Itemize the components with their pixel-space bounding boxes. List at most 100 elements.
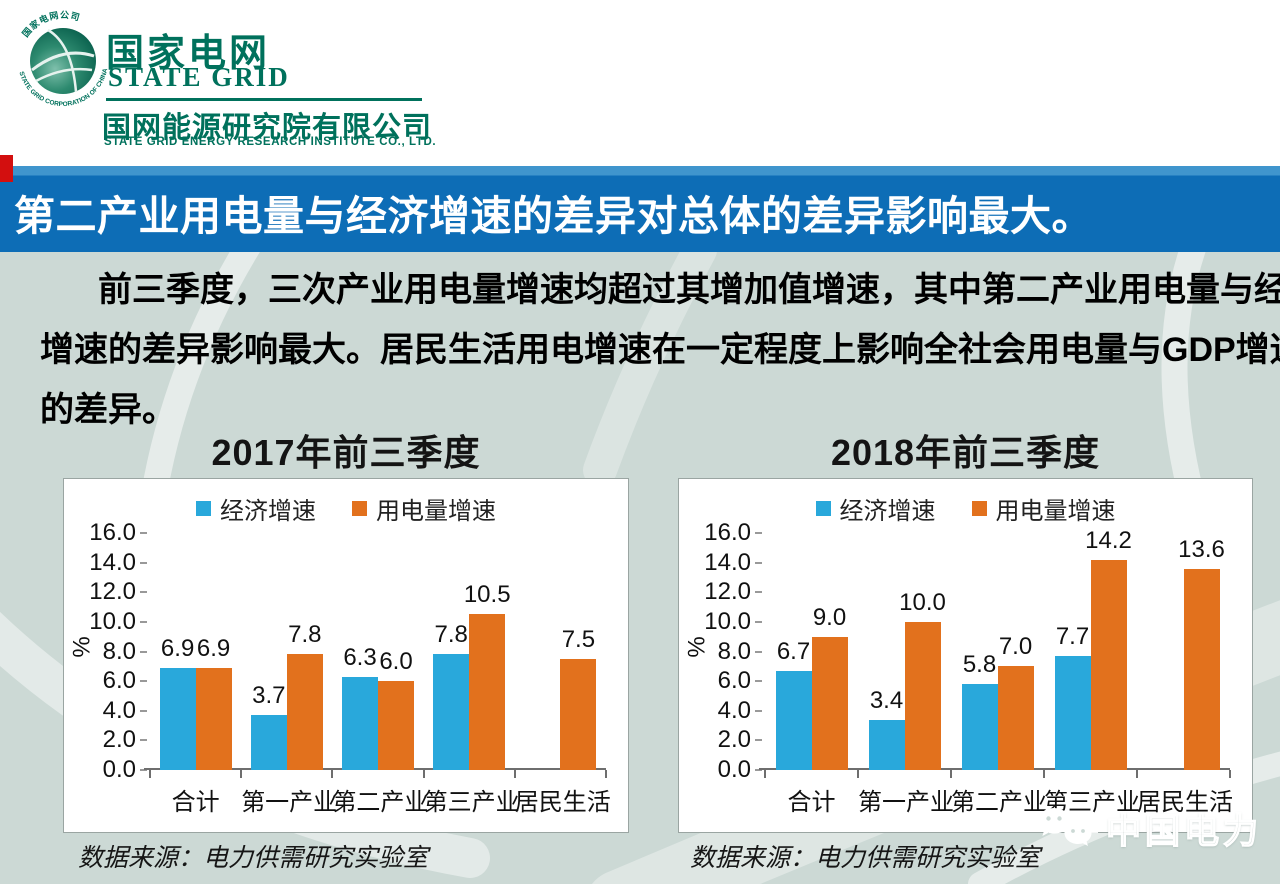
y-tick-mark: [140, 739, 147, 742]
legend-item: 经济增速: [196, 491, 316, 526]
bar-用电量增速-第一产业: [286, 654, 323, 770]
bar-value-label: 10.5: [463, 581, 511, 609]
y-tick-mark: [755, 532, 762, 534]
y-tick-mark: [755, 591, 762, 594]
body-line-1: 前三季度，三次产业用电量增速均超过其增加值增速，其中第二产业用电量与经济: [98, 271, 1280, 309]
x-category-label: 第二产业: [332, 789, 429, 816]
y-tick-mark: [140, 680, 147, 683]
y-tick-label: 12.0: [89, 578, 136, 606]
y-tick-label: 14.0: [704, 548, 751, 576]
y-tick-mark: [755, 650, 762, 653]
legend-swatch-icon: [352, 501, 367, 516]
y-tick-mark: [140, 709, 147, 712]
bar-用电量增速-第三产业: [1090, 559, 1127, 770]
x-category-label: 第一产业: [241, 789, 338, 816]
bar-value-label: 7.7: [1055, 622, 1090, 650]
y-tick-mark: [755, 739, 762, 742]
bar-value-label: 14.2: [1085, 526, 1132, 554]
institute-name-cn: 国网能源研究院有限公司: [102, 112, 433, 144]
y-tick-label: 16.0: [89, 519, 136, 546]
chart-legend: 经济增速 用电量增速: [679, 491, 1252, 526]
chart-title-2018: 2018年前三季度: [830, 432, 1101, 473]
y-tick-mark: [755, 680, 762, 683]
x-axis-tick: [950, 770, 952, 778]
y-tick-label: 4.0: [717, 696, 751, 724]
y-axis-title: %: [683, 635, 711, 658]
state-grid-globe-icon: 国家电网公司 STATE GRID CORPORATION OF CHINA: [17, 10, 109, 108]
bar-chart-2018: 经济增速 用电量增速 0.0 2.0 4.0 6.0 8.0 10.0 12.0 14.0 16.0…: [678, 478, 1253, 833]
x-category-label: 居民生活: [514, 789, 611, 816]
legend-label: 用电量增速: [376, 498, 496, 525]
bar-value-label: 6.7: [776, 637, 811, 665]
bar-经济增速-第一产业: [250, 715, 287, 770]
legend-swatch-icon: [196, 501, 211, 516]
wechat-icon: [1038, 808, 1098, 846]
bar-经济增速-第一产业: [868, 719, 905, 770]
bar-value-label: 3.7: [252, 682, 286, 710]
legend-label: 经济增速: [839, 498, 936, 525]
bar-value-label: 5.8: [962, 651, 997, 679]
bar-value-label: 7.8: [434, 621, 468, 649]
headline-title: 第二产业用电量与经济增速的差异对总体的差异影响最大。: [14, 193, 1093, 239]
bar-用电量增速-居民生活: [560, 658, 597, 770]
red-accent-mark: [0, 155, 13, 182]
chart-title-2017: 2017年前三季度: [211, 432, 481, 473]
bar-经济增速-合计: [775, 670, 812, 770]
wechat-watermark: 中国电力: [1036, 800, 1262, 856]
y-tick-label: 6.0: [102, 667, 136, 695]
y-tick-label: 0.0: [102, 756, 136, 783]
x-axis-tick: [149, 770, 151, 778]
y-tick-label: 16.0: [704, 519, 751, 546]
institute-name-en: STATE GRID ENERGY RESEARCH INSTITUTE CO.…: [104, 136, 437, 148]
y-tick-label: 0.0: [717, 756, 751, 783]
x-axis-tick: [1043, 770, 1045, 778]
watermark-label: 中国电力: [1105, 811, 1263, 851]
x-category-label: 第一产业: [858, 789, 954, 816]
y-tick-mark: [140, 591, 147, 594]
y-tick-mark: [140, 769, 147, 771]
y-tick-label: 8.0: [102, 637, 136, 665]
y-tick-label: 12.0: [704, 578, 751, 606]
legend-label: 经济增速: [220, 498, 316, 525]
bar-value-label: 10.0: [899, 588, 946, 616]
x-axis-tick: [1229, 770, 1231, 778]
header-band: 国家电网公司 STATE GRID CORPORATION OF CHINA 国…: [0, 0, 1280, 166]
bar-用电量增速-第二产业: [378, 681, 414, 770]
y-tick-label: 10.0: [89, 607, 136, 635]
y-tick-mark: [755, 709, 762, 712]
legend-item: 用电量增速: [971, 491, 1116, 526]
y-tick-mark: [755, 561, 762, 564]
bar-value-label: 13.6: [1178, 535, 1225, 563]
y-tick-mark: [140, 532, 147, 534]
x-axis-tick: [1136, 770, 1138, 778]
bar-value-label: 7.5: [561, 625, 596, 653]
headline-banner: 第二产业用电量与经济增速的差异对总体的差异影响最大。: [0, 166, 1280, 252]
bar-经济增速-第二产业: [342, 676, 378, 770]
bar-用电量增速-合计: [195, 667, 232, 770]
bar-经济增速-第三产业: [1054, 655, 1091, 770]
bar-value-label: 6.0: [379, 648, 413, 676]
x-category-label: 居民生活: [1137, 789, 1233, 816]
x-category-label: 第三产业: [423, 789, 520, 816]
y-tick-label: 6.0: [717, 667, 751, 695]
brand-divider: [106, 98, 422, 101]
bar-用电量增速-合计: [811, 636, 848, 770]
bar-经济增速-第三产业: [433, 654, 470, 770]
brand-name-cn: 国家电网: [106, 33, 271, 75]
x-axis-tick: [857, 770, 859, 778]
body-line-3: 的差异。: [40, 391, 176, 429]
y-axis-title: %: [68, 635, 96, 658]
bar-value-label: 6.9: [160, 634, 195, 662]
x-axis-tick: [331, 770, 334, 778]
y-tick-label: 14.0: [89, 548, 136, 576]
legend-swatch-icon: [815, 501, 831, 516]
y-tick-label: 8.0: [717, 637, 751, 665]
x-axis-tick: [240, 770, 243, 778]
x-category-label: 合计: [171, 789, 220, 816]
plot-area: 6.9 6.9 合计 3.7 7.8 第一产业 6.3 6.0 第二产业 7.8 10.5 第三产业 7…: [144, 533, 611, 816]
data-source-left: 数据来源：电力供需研究实验室: [78, 843, 429, 872]
x-axis-tick: [764, 770, 766, 778]
bar-value-label: 6.9: [196, 634, 231, 662]
bar-用电量增速-居民生活: [1183, 568, 1220, 770]
